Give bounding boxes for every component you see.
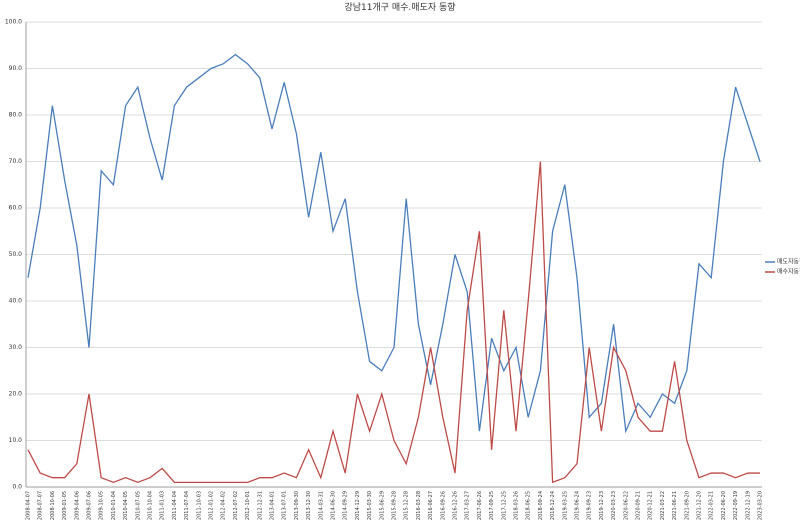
x-tick-label: 2012-01-02 <box>209 491 215 520</box>
x-tick-label: 2011-04-04 <box>172 491 178 520</box>
x-tick-label: 2014-12-29 <box>355 491 361 520</box>
x-tick-label: 2019-12-23 <box>599 491 605 520</box>
x-tick-label: 2015-06-29 <box>379 491 385 520</box>
x-tick-label: 2008-07-07 <box>38 491 44 520</box>
x-tick-label: 2013-12-30 <box>306 491 312 520</box>
y-tick-label: 10.0 <box>9 437 23 444</box>
x-tick-label: 2014-09-29 <box>343 491 349 520</box>
x-tick-label: 2018-09-24 <box>538 491 544 520</box>
x-tick-label: 2011-07-04 <box>184 491 190 520</box>
x-tick-label: 2016-09-26 <box>440 491 446 520</box>
x-tick-label: 2020-09-21 <box>636 491 642 520</box>
y-tick-label: 80.0 <box>9 112 23 119</box>
x-tick-label: 2012-12-31 <box>257 491 263 520</box>
x-tick-label: 2011-10-03 <box>196 491 202 520</box>
x-tick-label: 2009-07-06 <box>87 491 93 520</box>
x-tick-label: 2017-06-26 <box>477 491 483 520</box>
x-tick-label: 2022-12-19 <box>745 491 751 520</box>
x-tick-label: 2018-06-25 <box>526 491 532 520</box>
y-tick-label: 0.0 <box>12 484 22 491</box>
x-tick-label: 2019-06-24 <box>575 491 581 520</box>
x-tick-label: 2021-12-20 <box>697 491 703 520</box>
x-tick-label: 2009-01-05 <box>62 491 68 520</box>
x-tick-label: 2021-06-21 <box>672 491 678 520</box>
y-tick-label: 100.0 <box>5 19 22 26</box>
x-tick-label: 2016-06-27 <box>428 491 434 520</box>
y-tick-label: 20.0 <box>9 391 23 398</box>
x-tick-label: 2010-01-04 <box>111 491 117 520</box>
x-tick-label: 2016-03-28 <box>416 491 422 520</box>
x-tick-label: 2020-06-22 <box>623 491 629 520</box>
x-tick-label: 2020-12-21 <box>648 491 654 520</box>
x-tick-label: 2014-03-31 <box>318 491 324 520</box>
y-tick-label: 60.0 <box>9 205 23 212</box>
legend-label: 매수자동향 <box>777 268 800 276</box>
x-tick-label: 2019-03-25 <box>562 491 568 520</box>
x-tick-label: 2021-03-22 <box>660 491 666 520</box>
y-tick-label: 90.0 <box>9 65 23 72</box>
x-tick-label: 2022-03-21 <box>709 491 715 520</box>
x-tick-label: 2010-07-05 <box>135 491 141 520</box>
x-tick-label: 2018-12-24 <box>550 491 556 520</box>
x-tick-label: 2020-03-23 <box>611 491 617 520</box>
x-tick-label: 2022-09-19 <box>733 491 739 520</box>
x-tick-label: 2009-10-05 <box>99 491 105 520</box>
x-tick-label: 2019-09-23 <box>587 491 593 520</box>
x-tick-label: 2022-06-20 <box>721 491 727 520</box>
x-tick-label: 2018-03-26 <box>514 491 520 520</box>
y-tick-label: 70.0 <box>9 158 23 165</box>
x-tick-label: 2012-10-01 <box>245 491 251 520</box>
x-tick-label: 2012-04-02 <box>221 491 227 520</box>
x-tick-label: 2009-04-06 <box>74 491 80 520</box>
x-tick-label: 2015-03-30 <box>367 491 373 520</box>
x-tick-label: 2010-10-04 <box>148 491 154 520</box>
x-tick-label: 2015-12-28 <box>404 491 410 520</box>
x-tick-label: 2012-07-02 <box>233 491 239 520</box>
x-tick-label: 2017-03-27 <box>465 491 471 520</box>
x-tick-label: 2013-09-30 <box>294 491 300 520</box>
x-tick-label: 2021-09-20 <box>684 491 690 520</box>
x-tick-label: 2023-03-20 <box>758 491 764 520</box>
chart-title: 강남11개구 매수.매도자 동향 <box>344 1 455 13</box>
y-tick-label: 40.0 <box>9 298 23 305</box>
x-tick-label: 2008-04-07 <box>26 491 32 520</box>
x-tick-label: 2010-04-05 <box>123 491 129 520</box>
x-tick-label: 2017-12-25 <box>501 491 507 520</box>
y-tick-label: 30.0 <box>9 344 23 351</box>
x-tick-label: 2008-10-06 <box>50 491 56 520</box>
y-tick-label: 50.0 <box>9 251 23 258</box>
x-tick-label: 2013-04-01 <box>270 491 276 520</box>
x-tick-label: 2013-07-01 <box>282 491 288 520</box>
x-tick-label: 2015-09-28 <box>392 491 398 520</box>
x-tick-label: 2014-06-30 <box>331 491 337 520</box>
data-line <box>27 53 761 434</box>
x-tick-label: 2016-12-26 <box>453 491 459 520</box>
data-line <box>27 161 760 484</box>
x-tick-label: 2011-01-03 <box>160 491 166 520</box>
x-tick-label: 2017-09-25 <box>489 491 495 520</box>
